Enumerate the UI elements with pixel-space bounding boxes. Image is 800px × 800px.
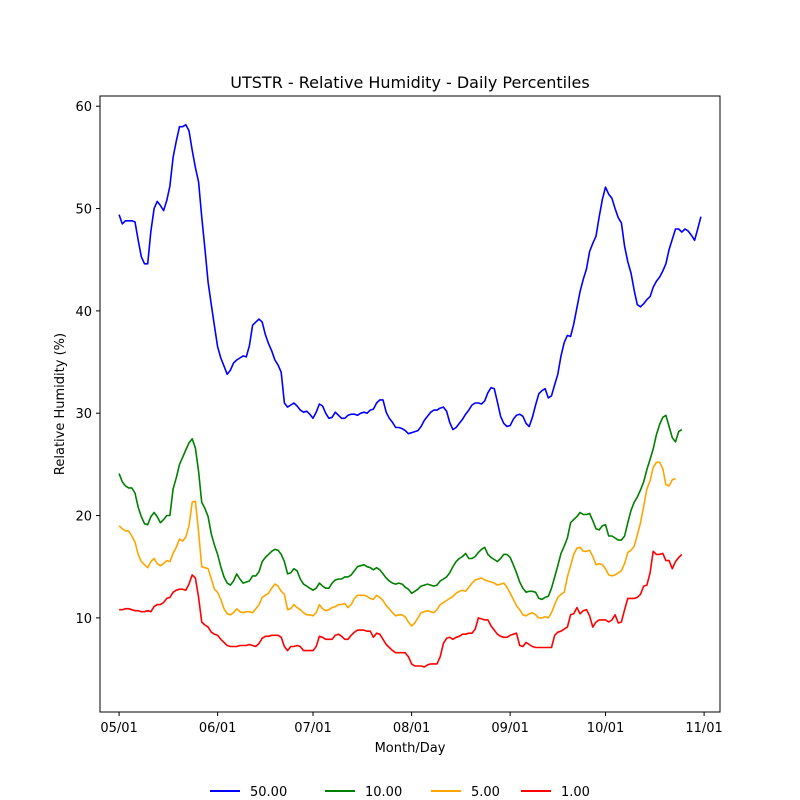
x-tick-label-5: 10/01 bbox=[587, 721, 624, 736]
series-line-1 bbox=[118, 414, 683, 601]
x-tick-label-2: 07/01 bbox=[294, 721, 331, 736]
legend-label-2: 5.00 bbox=[471, 785, 500, 800]
y-axis: 10 20 30 40 50 60 bbox=[75, 100, 100, 627]
y-tick-label-4: 50 bbox=[75, 203, 92, 218]
legend: 50.00 10.00 5.00 1.00 bbox=[210, 785, 590, 800]
y-tick-label-0: 10 bbox=[75, 612, 92, 627]
y-axis-label: Relative Humidity (%) bbox=[53, 333, 68, 475]
y-tick-label-1: 20 bbox=[75, 510, 92, 525]
x-axis-label: Month/Day bbox=[375, 741, 446, 756]
series-line-2 bbox=[118, 461, 676, 627]
x-tick-label-6: 11/01 bbox=[685, 721, 722, 736]
series-line-0 bbox=[118, 123, 702, 435]
y-tick-label-2: 30 bbox=[75, 407, 92, 422]
plot-frame bbox=[99, 95, 721, 713]
x-tick-label-3: 08/01 bbox=[393, 721, 430, 736]
legend-label-1: 10.00 bbox=[365, 785, 402, 800]
legend-label-3: 1.00 bbox=[561, 785, 590, 800]
x-tick-label-4: 09/01 bbox=[491, 721, 528, 736]
series-line-3 bbox=[119, 550, 683, 668]
y-tick-label-3: 40 bbox=[75, 305, 92, 320]
x-tick-label-1: 06/01 bbox=[199, 721, 236, 736]
x-axis: 05/01 06/01 07/01 08/01 09/01 10/01 11/01 bbox=[100, 712, 723, 736]
x-tick-label-0: 05/01 bbox=[100, 721, 137, 736]
legend-label-0: 50.00 bbox=[250, 785, 287, 800]
y-tick-label-5: 60 bbox=[75, 100, 92, 115]
chart-title: UTSTR - Relative Humidity - Daily Percen… bbox=[230, 73, 589, 92]
series-layer bbox=[118, 123, 702, 668]
